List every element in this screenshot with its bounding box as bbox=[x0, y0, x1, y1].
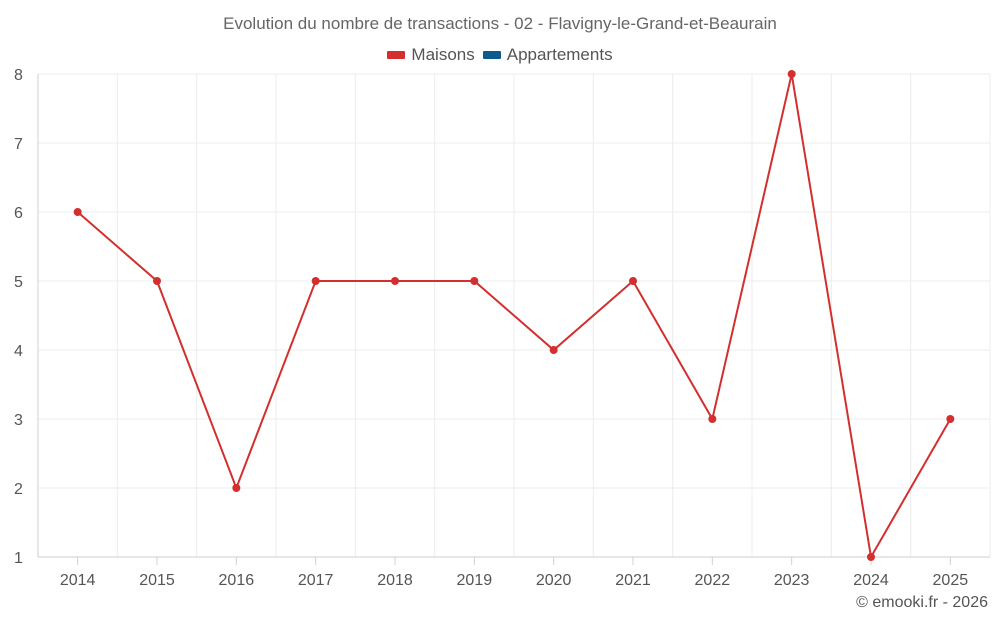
y-tick-label: 6 bbox=[14, 205, 23, 222]
x-tick-label: 2022 bbox=[695, 572, 731, 589]
legend-item-maisons[interactable]: Maisons bbox=[387, 45, 475, 65]
x-tick-label: 2014 bbox=[60, 572, 96, 589]
x-tick-label: 2018 bbox=[377, 572, 413, 589]
y-tick-label: 3 bbox=[14, 412, 23, 429]
x-tick-label: 2019 bbox=[457, 572, 493, 589]
y-tick-label: 8 bbox=[14, 67, 23, 84]
y-tick-label: 5 bbox=[14, 274, 23, 291]
data-point bbox=[153, 277, 161, 285]
legend-swatch-maisons bbox=[387, 51, 406, 59]
data-point bbox=[311, 277, 320, 285]
data-point bbox=[867, 553, 875, 561]
legend-item-appartements[interactable]: Appartements bbox=[482, 45, 613, 65]
data-point bbox=[787, 70, 796, 78]
legend-label-appartements: Appartements bbox=[506, 45, 613, 64]
series-line-maisons bbox=[77, 73, 952, 560]
x-tick-label: 2017 bbox=[298, 572, 334, 589]
data-point bbox=[470, 277, 479, 285]
data-point bbox=[391, 277, 399, 285]
x-tick-label: 2015 bbox=[139, 572, 175, 589]
data-point bbox=[232, 484, 241, 492]
y-tick-label: 1 bbox=[14, 550, 23, 567]
x-tick-label: 2016 bbox=[219, 572, 255, 589]
y-tick-label: 7 bbox=[14, 136, 23, 153]
data-point bbox=[73, 208, 82, 216]
chart-title: Evolution du nombre de transactions - 02… bbox=[223, 14, 777, 33]
data-point bbox=[946, 415, 955, 423]
legend-label-maisons: Maisons bbox=[411, 45, 475, 64]
x-tick-label: 2023 bbox=[774, 572, 810, 589]
data-point bbox=[549, 346, 558, 354]
legend-swatch-appartements bbox=[482, 51, 501, 59]
x-tick-label: 2024 bbox=[853, 572, 889, 589]
watermark: © emooki.fr - 2026 bbox=[856, 594, 988, 611]
x-tick-label: 2021 bbox=[615, 572, 651, 589]
data-point bbox=[629, 277, 637, 285]
x-tick-label: 2020 bbox=[536, 572, 572, 589]
y-tick-label: 4 bbox=[14, 343, 23, 360]
data-point bbox=[708, 415, 717, 423]
y-tick-label: 2 bbox=[14, 481, 23, 498]
legend: Maisons Appartements bbox=[0, 45, 1000, 65]
x-tick-label: 2025 bbox=[933, 572, 969, 589]
